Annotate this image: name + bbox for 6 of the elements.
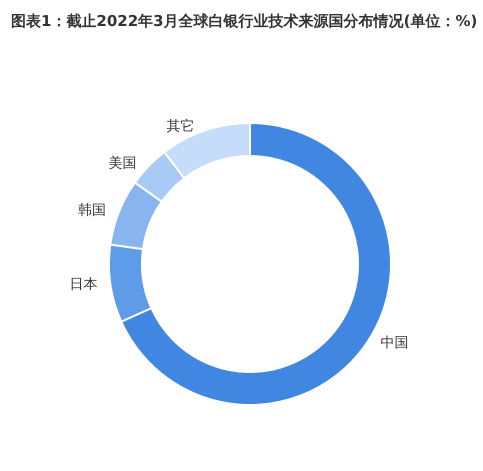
slice-label: 美国 <box>108 155 137 172</box>
slice-label: 日本 <box>69 276 98 292</box>
chart-title: 图表1：截止2022年3月全球白银行业技术来源国分布情况(单位：%) <box>11 12 478 30</box>
slice-label: 中国 <box>380 334 409 351</box>
slice-label: 其它 <box>166 118 194 135</box>
slice-label: 韩国 <box>78 202 106 219</box>
